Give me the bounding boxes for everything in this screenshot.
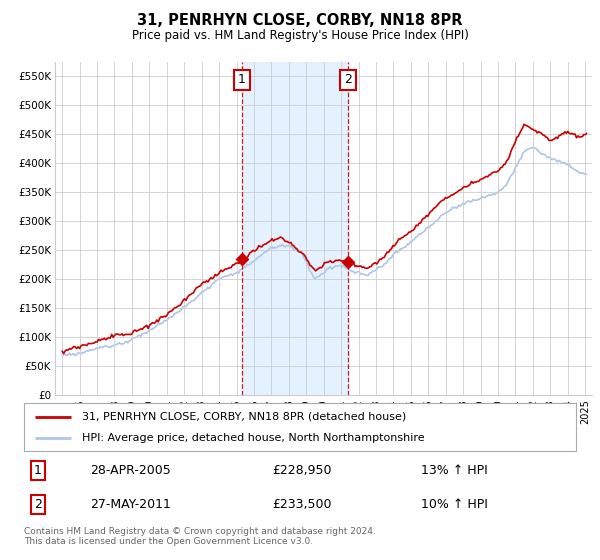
Text: 28-APR-2005: 28-APR-2005 <box>90 464 171 477</box>
Bar <box>242 62 348 395</box>
Text: HPI: Average price, detached house, North Northamptonshire: HPI: Average price, detached house, Nort… <box>82 433 425 444</box>
Text: Price paid vs. HM Land Registry's House Price Index (HPI): Price paid vs. HM Land Registry's House … <box>131 29 469 42</box>
Text: £233,500: £233,500 <box>272 498 332 511</box>
Text: £228,950: £228,950 <box>272 464 332 477</box>
Text: 2: 2 <box>344 73 352 86</box>
Text: 1: 1 <box>238 73 246 86</box>
Text: 1: 1 <box>34 464 42 477</box>
Text: 10% ↑ HPI: 10% ↑ HPI <box>421 498 488 511</box>
Text: 31, PENRHYN CLOSE, CORBY, NN18 8PR: 31, PENRHYN CLOSE, CORBY, NN18 8PR <box>137 13 463 28</box>
Text: 27-MAY-2011: 27-MAY-2011 <box>90 498 171 511</box>
Text: Contains HM Land Registry data © Crown copyright and database right 2024.
This d: Contains HM Land Registry data © Crown c… <box>24 527 376 547</box>
Text: 31, PENRHYN CLOSE, CORBY, NN18 8PR (detached house): 31, PENRHYN CLOSE, CORBY, NN18 8PR (deta… <box>82 412 406 422</box>
Text: 13% ↑ HPI: 13% ↑ HPI <box>421 464 488 477</box>
Text: 2: 2 <box>34 498 42 511</box>
